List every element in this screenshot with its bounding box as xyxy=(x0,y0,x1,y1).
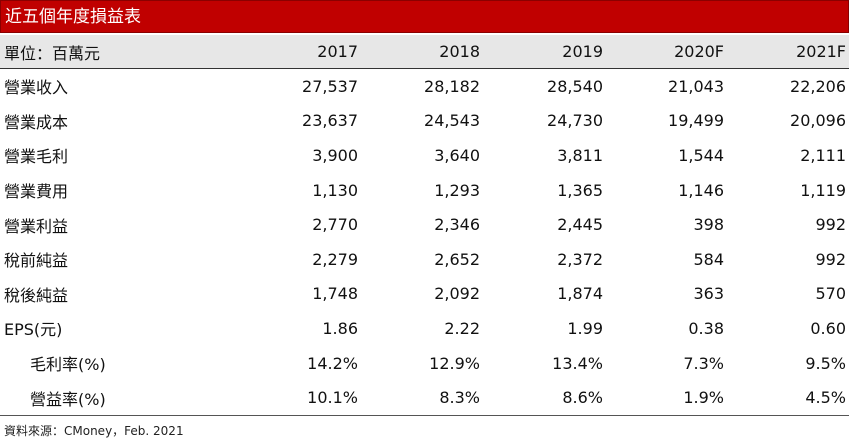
table-cell: 13.4% xyxy=(552,353,603,373)
table-cell: 4.5% xyxy=(805,388,846,408)
year-header-2021f: 2021F xyxy=(796,42,846,61)
table-cell: 398 xyxy=(693,215,724,235)
year-header-2017: 2017 xyxy=(317,42,358,61)
table-cell: 1.99 xyxy=(567,318,603,338)
table-cell: 14.2% xyxy=(307,353,358,373)
table-cell: 1,119 xyxy=(800,180,846,200)
table-cell: 1,874 xyxy=(557,284,603,304)
table-cell: 2,770 xyxy=(312,215,358,235)
table-cell: 20,096 xyxy=(790,111,846,131)
table-row-eps: EPS(元) 1.86 2.22 1.99 0.38 0.60 xyxy=(0,311,849,346)
table-row-gross-profit: 營業毛利 3,900 3,640 3,811 1,544 2,111 xyxy=(0,138,849,173)
table-cell: 3,640 xyxy=(434,145,480,165)
table-cell: 9.5% xyxy=(805,353,846,373)
table-cell: 22,206 xyxy=(790,76,846,96)
source-note: 資料來源：CMoney，Feb. 2021 xyxy=(4,424,184,438)
table-cell: 570 xyxy=(815,284,846,304)
table-cell: 28,540 xyxy=(547,76,603,96)
table-cell: 1.9% xyxy=(683,388,724,408)
table-cell: 1,146 xyxy=(678,180,724,200)
table-cell: 2,279 xyxy=(312,249,358,269)
table-row-operating-margin: 營益率(%) 10.1% 8.3% 8.6% 1.9% 4.5% xyxy=(0,380,849,415)
table-cell: 1,293 xyxy=(434,180,480,200)
unit-label: 單位：百萬元 xyxy=(4,43,101,63)
table-title: 近五個年度損益表 xyxy=(5,7,141,27)
row-label: 稅後純益 xyxy=(4,285,69,305)
table-bottom-border xyxy=(0,415,849,416)
table-cell: 584 xyxy=(693,249,724,269)
table-row-net-income: 稅後純益 1,748 2,092 1,874 363 570 xyxy=(0,277,849,312)
row-label: 稅前純益 xyxy=(4,251,69,271)
table-cell: 8.3% xyxy=(439,388,480,408)
table-cell: 363 xyxy=(693,284,724,304)
table-cell: 992 xyxy=(815,215,846,235)
row-label: 毛利率(%) xyxy=(30,355,106,375)
year-header-2018: 2018 xyxy=(439,42,480,61)
table-row-cost: 營業成本 23,637 24,543 24,730 19,499 20,096 xyxy=(0,104,849,139)
row-label: EPS(元) xyxy=(4,320,63,340)
table-row-revenue: 營業收入 27,537 28,182 28,540 21,043 22,206 xyxy=(0,69,849,104)
table-cell: 23,637 xyxy=(302,111,358,131)
table-cell: 1,544 xyxy=(678,145,724,165)
row-label: 營業毛利 xyxy=(4,147,69,167)
table-cell: 2,445 xyxy=(557,215,603,235)
table-cell: 2,372 xyxy=(557,249,603,269)
table-cell: 21,043 xyxy=(668,76,724,96)
table-row-expenses: 營業費用 1,130 1,293 1,365 1,146 1,119 xyxy=(0,173,849,208)
table-header-row: 單位：百萬元 2017 2018 2019 2020F 2021F xyxy=(0,35,849,69)
table-cell: 2.22 xyxy=(444,318,480,338)
table-cell: 10.1% xyxy=(307,388,358,408)
table-cell: 24,730 xyxy=(547,111,603,131)
row-label: 營業成本 xyxy=(4,112,69,132)
table-cell: 12.9% xyxy=(429,353,480,373)
table-row-pretax-income: 稅前純益 2,279 2,652 2,372 584 992 xyxy=(0,242,849,277)
table-cell: 28,182 xyxy=(424,76,480,96)
year-header-2020f: 2020F xyxy=(674,42,724,61)
row-label: 營業收入 xyxy=(4,78,69,98)
table-cell: 0.38 xyxy=(688,318,724,338)
table-row-gross-margin: 毛利率(%) 14.2% 12.9% 13.4% 7.3% 9.5% xyxy=(0,346,849,381)
table-row-operating-income: 營業利益 2,770 2,346 2,445 398 992 xyxy=(0,207,849,242)
row-label: 營業費用 xyxy=(4,182,69,202)
table-cell: 24,543 xyxy=(424,111,480,131)
table-cell: 2,111 xyxy=(800,145,846,165)
table-cell: 7.3% xyxy=(683,353,724,373)
table-cell: 2,652 xyxy=(434,249,480,269)
year-header-2019: 2019 xyxy=(562,42,603,61)
table-cell: 1,748 xyxy=(312,284,358,304)
table-cell: 992 xyxy=(815,249,846,269)
table-cell: 2,092 xyxy=(434,284,480,304)
table-title-bar: 近五個年度損益表 xyxy=(0,0,849,33)
table-cell: 8.6% xyxy=(562,388,603,408)
table-cell: 27,537 xyxy=(302,76,358,96)
table-cell: 3,900 xyxy=(312,145,358,165)
table-cell: 3,811 xyxy=(557,145,603,165)
row-label: 營益率(%) xyxy=(30,389,106,409)
table-cell: 1.86 xyxy=(322,318,358,338)
row-label: 營業利益 xyxy=(4,216,69,236)
table-cell: 2,346 xyxy=(434,215,480,235)
table-cell: 1,365 xyxy=(557,180,603,200)
table-cell: 19,499 xyxy=(668,111,724,131)
table-cell: 0.60 xyxy=(810,318,846,338)
table-cell: 1,130 xyxy=(312,180,358,200)
